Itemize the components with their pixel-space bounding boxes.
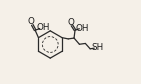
Text: OH: OH [36,23,50,32]
Text: SH: SH [92,43,104,52]
Text: O: O [68,18,74,27]
Text: O: O [28,17,35,26]
Text: OH: OH [76,24,89,33]
